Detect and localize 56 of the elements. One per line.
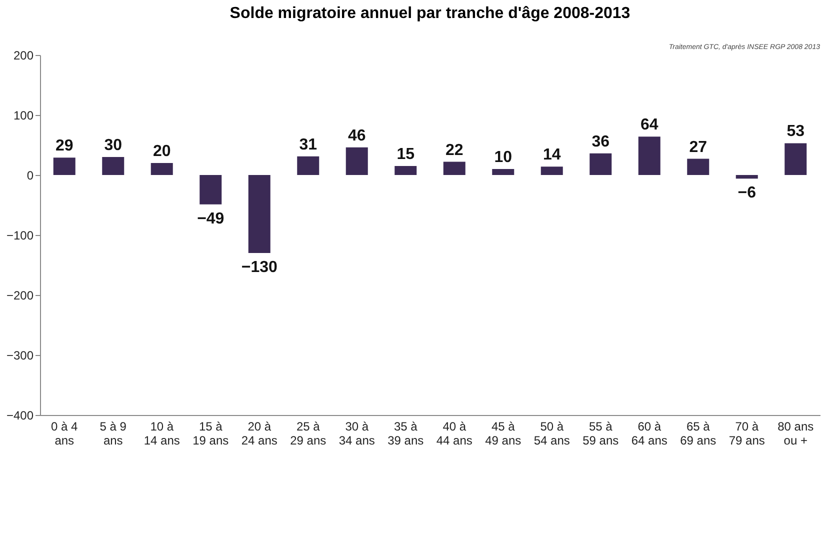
y-tick-label: −300 <box>6 348 34 362</box>
bar <box>784 143 807 175</box>
x-tick-label: 5 à 9 ans <box>100 420 127 448</box>
x-tick-label: 40 à 44 ans <box>436 420 472 448</box>
x-tick-label: 25 à 29 ans <box>290 420 326 448</box>
data-label: −6 <box>738 184 756 202</box>
data-label: 31 <box>299 136 318 154</box>
bar <box>687 158 710 175</box>
x-tick-label: 0 à 4 ans <box>51 420 78 448</box>
bar <box>53 158 76 175</box>
data-label: 10 <box>494 149 512 166</box>
bar <box>492 169 514 175</box>
data-label: 14 <box>542 146 561 164</box>
y-tick-label: 200 <box>13 48 34 62</box>
x-tick-label: 10 à 14 ans <box>144 420 180 448</box>
y-tick-label: −200 <box>6 288 34 302</box>
x-tick-label: 80 ans ou + <box>778 420 814 448</box>
x-tick-label: 45 à 49 ans <box>485 420 522 448</box>
data-label: 29 <box>55 138 74 155</box>
bar <box>102 157 124 175</box>
bar <box>248 175 270 253</box>
bar <box>200 175 222 204</box>
x-tick-label: 60 à 64 ans <box>631 420 668 448</box>
x-tick-label: 55 à 59 ans <box>582 420 619 448</box>
bar <box>736 175 758 179</box>
data-label: 30 <box>104 137 122 154</box>
x-tick-label: 15 à 19 ans <box>192 420 229 448</box>
data-label: −49 <box>197 210 224 228</box>
data-label: 53 <box>786 123 805 140</box>
y-tick-label: −100 <box>6 228 34 242</box>
y-tick-label: 100 <box>13 108 34 122</box>
data-label: 27 <box>689 138 708 156</box>
bar <box>297 156 320 175</box>
data-label: 46 <box>348 127 366 144</box>
x-tick-label: 35 à 39 ans <box>388 420 424 448</box>
bar <box>540 166 563 175</box>
data-label: 15 <box>396 146 415 163</box>
x-tick-label: 70 à 79 ans <box>728 420 765 448</box>
x-tick-label: 65 à 69 ans <box>680 420 716 448</box>
bar <box>346 147 368 175</box>
bar <box>443 162 466 175</box>
x-tick-label: 20 à 24 ans <box>241 420 278 448</box>
bar <box>394 166 417 175</box>
x-tick-label: 30 à 34 ans <box>338 420 375 448</box>
chart-title: Solde migratoire annuel par tranche d'âge 2008-2013 <box>230 5 630 22</box>
bar <box>590 153 612 175</box>
data-label: 64 <box>640 116 658 134</box>
x-tick-label: 50 à 54 ans <box>534 420 570 448</box>
data-label: −130 <box>241 259 278 276</box>
y-tick-label: 0 <box>26 168 34 182</box>
data-label: 20 <box>152 143 171 160</box>
bar <box>150 163 173 175</box>
bar <box>638 136 660 175</box>
data-label: 36 <box>592 133 610 150</box>
data-label: 22 <box>445 142 464 159</box>
y-tick-label: −400 <box>6 408 34 422</box>
